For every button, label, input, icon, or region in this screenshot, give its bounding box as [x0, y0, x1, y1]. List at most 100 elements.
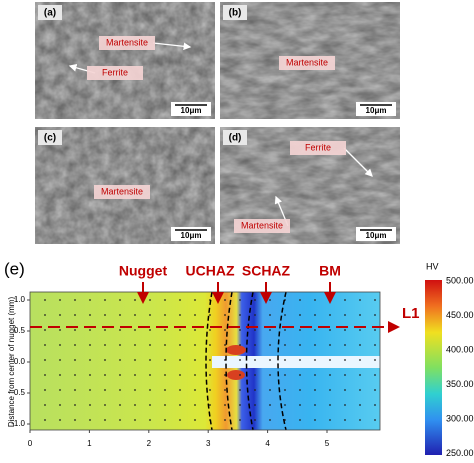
indent-dot	[254, 329, 256, 331]
indent-dot	[164, 389, 166, 391]
indent-dot	[239, 389, 241, 391]
indent-dot	[224, 344, 226, 346]
zone-label: Nugget	[119, 263, 168, 279]
annotation: Martensite	[101, 186, 143, 196]
indent-dot	[299, 299, 301, 301]
indent-dot	[239, 374, 241, 376]
indent-dot	[44, 329, 46, 331]
indent-dot	[74, 374, 76, 376]
indent-dot	[269, 419, 271, 421]
indent-dot	[74, 314, 76, 316]
indent-dot	[59, 404, 61, 406]
scale-label: 10μm	[366, 231, 387, 240]
indent-dot	[254, 419, 256, 421]
indent-dot	[314, 359, 316, 361]
y-tick-label: 0.0	[14, 357, 26, 366]
x-tick-label: 1	[87, 439, 92, 448]
panel-label: (c)	[44, 133, 56, 144]
indent-dot	[89, 314, 91, 316]
indent-dot	[179, 314, 181, 316]
y-axis-label: Distance from center of nugget (mm)	[7, 297, 16, 428]
indent-dot	[314, 389, 316, 391]
indent-dot	[299, 329, 301, 331]
zone-boundaries	[205, 291, 287, 431]
indent-dot	[119, 389, 121, 391]
indent-dot	[224, 374, 226, 376]
indent-dot	[149, 359, 151, 361]
indent-dot	[299, 359, 301, 361]
indent-dot	[74, 329, 76, 331]
indent-dot	[44, 374, 46, 376]
indent-dot	[89, 299, 91, 301]
indent-dot	[134, 374, 136, 376]
indent-dot	[209, 374, 211, 376]
indent-dot	[314, 329, 316, 331]
indent-dot	[299, 419, 301, 421]
indent-dot	[149, 329, 151, 331]
zone-label: UCHAZ	[186, 263, 235, 279]
indent-dot	[224, 299, 226, 301]
indent-dot	[134, 344, 136, 346]
indent-dot	[194, 374, 196, 376]
annotation-arrow	[152, 42, 192, 51]
indent-dots	[44, 299, 376, 421]
colorbar-tick-label: 400.00	[446, 344, 474, 354]
indent-dot	[269, 374, 271, 376]
indent-dot	[239, 404, 241, 406]
indent-dot	[104, 329, 106, 331]
indent-dot	[209, 329, 211, 331]
scale-label: 10μm	[181, 106, 202, 115]
indent-dot	[314, 299, 316, 301]
indent-dot	[194, 389, 196, 391]
indent-dot	[359, 314, 361, 316]
colorbar-tick-label: 350.00	[446, 379, 474, 389]
indent-dot	[119, 374, 121, 376]
panel-label: (d)	[229, 133, 242, 144]
indent-dot	[44, 404, 46, 406]
indent-dot	[164, 299, 166, 301]
annotation-box	[234, 219, 290, 233]
indent-dot	[239, 419, 241, 421]
indent-dot	[374, 419, 376, 421]
indent-dot	[209, 314, 211, 316]
indent-dot	[134, 359, 136, 361]
hot-spot	[227, 370, 245, 380]
colorbar-tick-label: 250.00	[446, 448, 474, 458]
indent-dot	[134, 389, 136, 391]
annotation: Martensite	[286, 57, 328, 67]
indent-dot	[59, 374, 61, 376]
x-tick-label: 5	[325, 439, 330, 448]
indent-dot	[149, 344, 151, 346]
indent-dot	[269, 359, 271, 361]
indent-dot	[179, 389, 181, 391]
boundary	[205, 291, 213, 431]
indent-dot	[254, 344, 256, 346]
indent-dot	[179, 329, 181, 331]
indent-dot	[74, 404, 76, 406]
indent-dot	[59, 329, 61, 331]
indent-dot	[89, 404, 91, 406]
indent-dot	[224, 329, 226, 331]
indent-dot	[224, 404, 226, 406]
indent-dot	[44, 314, 46, 316]
indent-dot	[314, 344, 316, 346]
indent-dot	[44, 359, 46, 361]
y-tick-label: 1.0	[14, 295, 26, 304]
indent-dot	[194, 299, 196, 301]
indent-dot	[269, 389, 271, 391]
indent-dot	[194, 419, 196, 421]
indent-dot	[314, 374, 316, 376]
indent-dot	[254, 389, 256, 391]
indent-dot	[299, 389, 301, 391]
indent-dot	[179, 299, 181, 301]
indent-dot	[59, 359, 61, 361]
indent-dot	[44, 389, 46, 391]
indent-dot	[104, 314, 106, 316]
indent-dot	[254, 404, 256, 406]
x-tick-label: 0	[28, 439, 33, 448]
indent-dot	[359, 419, 361, 421]
indent-dot	[314, 314, 316, 316]
indent-dot	[359, 359, 361, 361]
indent-dot	[74, 389, 76, 391]
